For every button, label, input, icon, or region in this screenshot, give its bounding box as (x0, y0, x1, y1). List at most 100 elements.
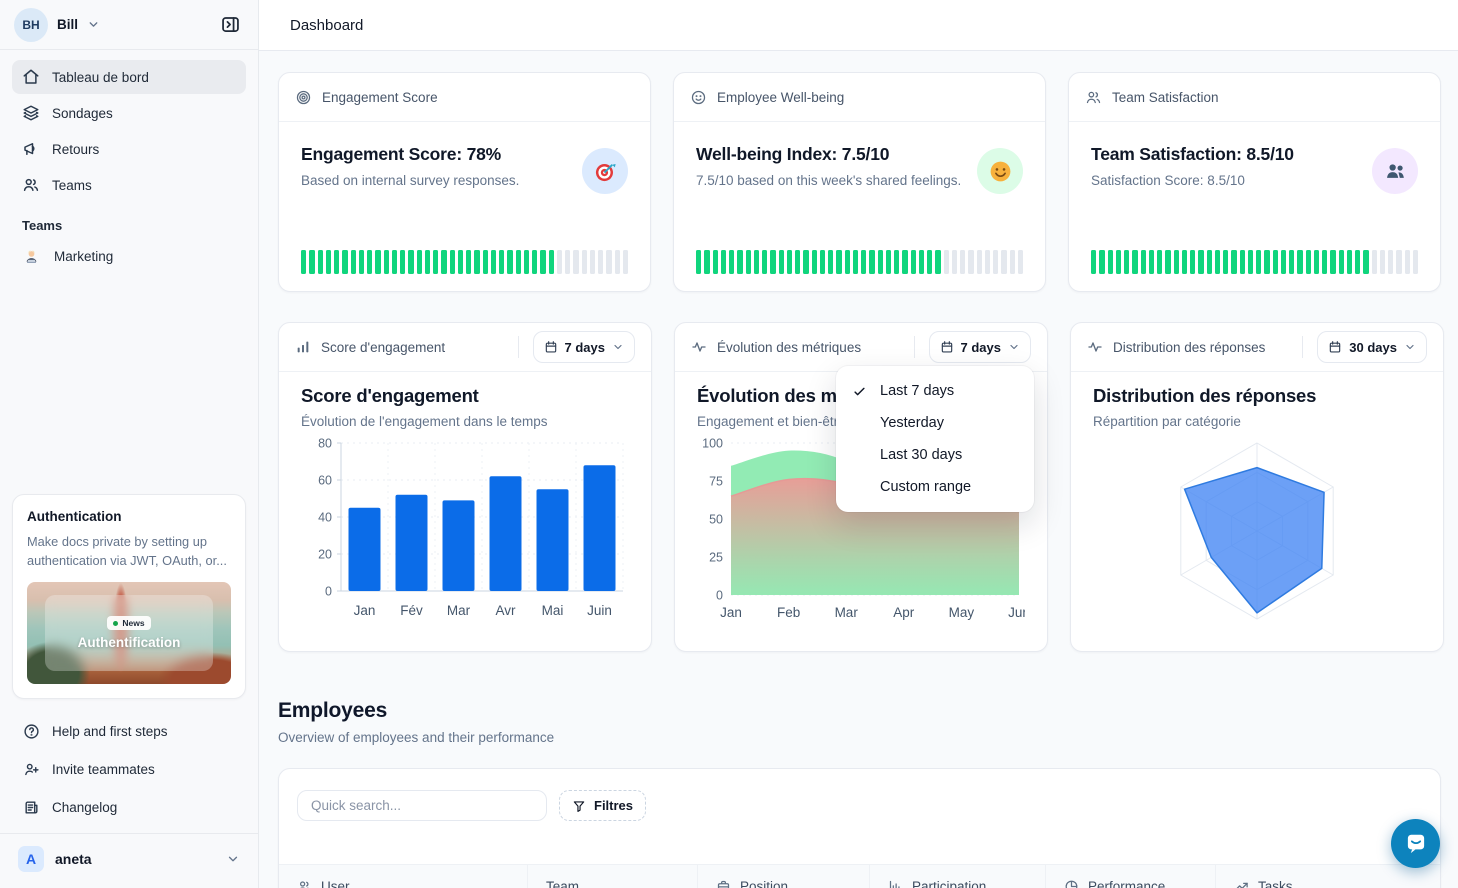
sidebar-item-feedback[interactable]: Retours (12, 132, 246, 166)
target-icon (595, 163, 616, 181)
sidebar-item-changelog[interactable]: Changelog (12, 789, 246, 825)
layers-icon (22, 104, 40, 122)
column-header-user[interactable]: User (279, 865, 527, 888)
sidebar-header: BH Bill (0, 0, 258, 50)
chevron-down-icon (1406, 344, 1414, 350)
progress-segment (301, 250, 307, 274)
workspace-switcher[interactable]: A aneta (12, 840, 246, 878)
sidebar-divider (0, 833, 258, 834)
collapse-sidebar-button[interactable] (214, 9, 246, 41)
kpi-card-engagement: Engagement Score Engagement Score: 78% B… (278, 72, 651, 292)
menu-item-label: Custom range (880, 479, 972, 495)
progress-segment (1214, 250, 1220, 274)
progress-segment (358, 250, 364, 274)
date-range-label: 7 days (564, 339, 605, 355)
column-header-participation[interactable]: Participation (869, 865, 1045, 888)
column-header-position[interactable]: Position (697, 865, 869, 888)
sidebar-item-label: Invite teammates (52, 761, 155, 777)
svg-text:Fév: Fév (400, 603, 423, 618)
progress-segment (828, 250, 834, 274)
target-icon (295, 89, 312, 106)
progress-segment (532, 250, 538, 274)
help-circle-icon (22, 722, 40, 740)
users-icon (22, 176, 40, 194)
panel-collapse-icon (221, 17, 239, 32)
progress-segment (416, 250, 422, 274)
kpi-card-header-label: Team Satisfaction (1112, 89, 1219, 105)
auth-image-caption: Authentification (77, 635, 181, 650)
chat-launcher-button[interactable] (1391, 819, 1440, 868)
chart-card-engagement-score: Score d'engagement 7 days Score d'engage… (278, 322, 652, 652)
svg-text:100: 100 (702, 437, 723, 451)
progress-segment (1115, 250, 1121, 274)
progress-segment (993, 250, 999, 274)
date-range-button[interactable]: 7 days (928, 331, 1031, 363)
filters-button[interactable]: Filtres (559, 790, 647, 821)
progress-segment (1124, 250, 1130, 274)
column-header-tasks[interactable]: Tasks (1215, 865, 1440, 888)
sidebar-item-label: Marketing (54, 248, 114, 264)
sidebar-item-dashboard[interactable]: Tableau de bord (12, 60, 246, 94)
kpi-card-satisfaction: Team Satisfaction Team Satisfaction: 8.5… (1068, 72, 1441, 292)
progress-segment (1206, 250, 1212, 274)
menu-item-last-30-days[interactable]: Last 30 days (836, 439, 1034, 471)
chart-title: Distribution des réponses (1093, 385, 1317, 406)
table-header-row: User Team Position Participation (279, 864, 1440, 888)
column-header-team[interactable]: Team (527, 865, 697, 888)
progress-segment (745, 250, 751, 274)
svg-text:0: 0 (325, 585, 332, 599)
people-icon (1386, 163, 1404, 178)
progress-segment (1404, 250, 1410, 274)
progress-segment (1017, 250, 1023, 274)
progress-segment (943, 250, 949, 274)
user-name[interactable]: Bill (57, 17, 79, 32)
auth-promo-card[interactable]: Authentication Make docs private by sett… (12, 493, 246, 699)
funnel-icon (573, 800, 585, 812)
column-header-performance[interactable]: Performance (1045, 865, 1215, 888)
svg-text:Apr: Apr (893, 605, 915, 620)
progress-segment (556, 250, 562, 274)
menu-item-yesterday[interactable]: Yesterday (836, 407, 1034, 439)
progress-segment (391, 250, 397, 274)
sidebar-item-surveys[interactable]: Sondages (12, 96, 246, 130)
progress-segment (704, 250, 710, 274)
progress-segment (400, 250, 406, 274)
sidebar-item-marketing[interactable]: Marketing (12, 239, 246, 273)
progress-segment (457, 250, 463, 274)
progress-segment (1140, 250, 1146, 274)
progress-segment (836, 250, 842, 274)
sidebar-item-label: Retours (52, 141, 100, 157)
user-avatar[interactable]: BH (14, 7, 48, 42)
progress-segment (786, 250, 792, 274)
date-range-button[interactable]: 30 days (1317, 331, 1427, 363)
distribution-radar-chart (1180, 442, 1334, 620)
sidebar-item-invite[interactable]: Invite teammates (12, 751, 246, 787)
kpi-subtitle: 7.5/10 based on this week's shared feeli… (696, 173, 962, 188)
date-range-button[interactable]: 7 days (532, 331, 635, 363)
svg-text:May: May (949, 605, 975, 620)
smiley-icon (690, 89, 707, 106)
progress-segment (548, 250, 554, 274)
target-emoji-badge (582, 148, 628, 194)
sidebar-item-teams[interactable]: Teams (12, 168, 246, 202)
svg-text:40: 40 (318, 511, 332, 525)
progress-segment (367, 250, 373, 274)
calendar-icon (1330, 341, 1341, 353)
chart-row: Score d'engagement 7 days Score d'engage… (278, 322, 1444, 652)
chart-card-header-label: Évolution des métriques (717, 339, 862, 355)
menu-item-custom-range[interactable]: Custom range (836, 471, 1034, 503)
pie-chart-icon (1064, 879, 1079, 888)
sidebar-item-help[interactable]: Help and first steps (12, 713, 246, 749)
progress-segment (1157, 250, 1163, 274)
auth-card-title: Authentication (27, 508, 122, 524)
column-header-label: Performance (1088, 879, 1166, 888)
progress-segment (1280, 250, 1286, 274)
progress-segment (433, 250, 439, 274)
sidebar-nav: Tableau de bord Sondages Retours Teams (12, 60, 246, 202)
progress-segment (515, 250, 521, 274)
progress-segment (1132, 250, 1138, 274)
search-input[interactable] (297, 790, 547, 821)
menu-item-last-7-days[interactable]: Last 7 days (836, 375, 1034, 407)
progress-segment (1322, 250, 1328, 274)
progress-segment (622, 250, 628, 274)
